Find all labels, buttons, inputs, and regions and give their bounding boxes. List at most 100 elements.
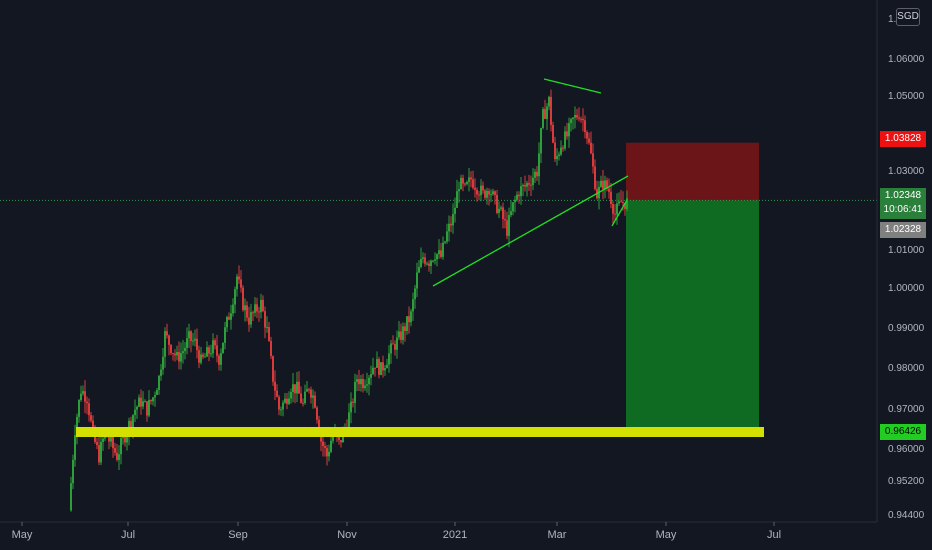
candle-body <box>338 436 340 441</box>
candle-body <box>218 355 220 365</box>
candle-body <box>262 299 264 312</box>
candle-body <box>406 316 408 332</box>
candle-body <box>72 459 74 484</box>
candle-body <box>474 187 476 190</box>
candle-body <box>472 179 474 188</box>
candle-body <box>526 183 528 187</box>
candle-body <box>160 369 162 376</box>
y-tick-label: 0.98000 <box>888 363 925 374</box>
candle-body <box>560 147 562 155</box>
candle-body <box>484 190 486 198</box>
candle-body <box>310 389 312 398</box>
candle-body <box>436 254 438 260</box>
candle-body <box>192 340 194 342</box>
candle-body <box>504 219 506 221</box>
candle-body <box>494 191 496 195</box>
candle-body <box>482 185 484 191</box>
candle-body <box>420 258 422 267</box>
candle-body <box>248 317 250 325</box>
candle-body <box>380 362 382 375</box>
candle-body <box>242 287 244 311</box>
candle-body <box>222 342 224 354</box>
candle-body <box>282 402 284 410</box>
candle-body <box>96 442 98 446</box>
candle-body <box>196 338 198 351</box>
candle-body <box>418 266 420 273</box>
candle-body <box>428 263 430 266</box>
current-price-tag: 1.02348 10:06:41 <box>880 188 926 219</box>
candle-body <box>230 313 232 320</box>
candle-body <box>112 436 114 449</box>
candle-body <box>78 400 80 417</box>
candle-body <box>422 257 424 259</box>
candle-body <box>168 335 170 345</box>
candle-body <box>234 289 236 305</box>
candle-body <box>496 194 498 213</box>
candle-body <box>398 331 400 338</box>
candle-body <box>542 109 544 128</box>
support-zone <box>76 427 764 437</box>
candle-body <box>204 356 206 358</box>
candle-body <box>184 347 186 352</box>
candle-body <box>274 381 276 391</box>
candle-body <box>92 420 94 429</box>
candle-body <box>172 353 174 355</box>
stop-loss-zone <box>626 142 759 201</box>
y-tick-label: 0.95200 <box>888 476 925 487</box>
candle-body <box>328 451 330 457</box>
candle-body <box>364 385 366 389</box>
candle-body <box>70 483 72 511</box>
candle-body <box>564 131 566 149</box>
candle-body <box>452 213 454 226</box>
candle-body <box>578 117 580 119</box>
candle-body <box>360 378 362 385</box>
candle-body <box>604 180 606 190</box>
candle-body <box>294 384 296 394</box>
candle-body <box>266 327 268 329</box>
candle-body <box>614 213 616 215</box>
candle-body <box>432 260 434 262</box>
candle-body <box>374 367 376 369</box>
candle-body <box>468 177 470 183</box>
candle-body <box>210 353 212 355</box>
candle-body <box>356 379 358 382</box>
candle-body <box>390 343 392 354</box>
candle-body <box>386 364 388 369</box>
candle-body <box>292 384 294 393</box>
currency-badge[interactable]: SGD <box>896 8 920 26</box>
candle-body <box>584 120 586 132</box>
target-level-tag: 0.96426 <box>880 424 926 440</box>
candle-body <box>154 395 156 398</box>
candle-body <box>366 384 368 386</box>
candle-body <box>558 154 560 157</box>
candle-body <box>272 356 274 382</box>
candle-body <box>470 177 472 180</box>
candle-body <box>312 395 314 398</box>
candle-body <box>618 201 620 204</box>
candle-body <box>186 338 188 348</box>
candle-body <box>330 440 332 452</box>
candle-body <box>340 440 342 443</box>
candle-body <box>256 304 258 312</box>
candle-body <box>138 397 140 407</box>
candle-body <box>450 223 452 226</box>
candle-body <box>492 191 494 195</box>
candle-body <box>302 402 304 404</box>
candle-body <box>446 231 448 242</box>
candle-body <box>574 114 576 118</box>
candle-body <box>480 185 482 196</box>
last-price-tag: 1.02328 <box>880 222 926 238</box>
candle-body <box>392 343 394 345</box>
candle-body <box>586 131 588 139</box>
y-tick-label: 1.05000 <box>888 91 925 102</box>
candle-body <box>530 184 532 186</box>
candle-body <box>304 391 306 404</box>
candle-body <box>554 142 556 160</box>
candle-body <box>164 331 166 357</box>
candle-body <box>426 263 428 265</box>
candle-body <box>110 436 112 442</box>
candle-body <box>238 276 240 280</box>
candle-body <box>434 259 436 261</box>
candle-body <box>572 117 574 120</box>
